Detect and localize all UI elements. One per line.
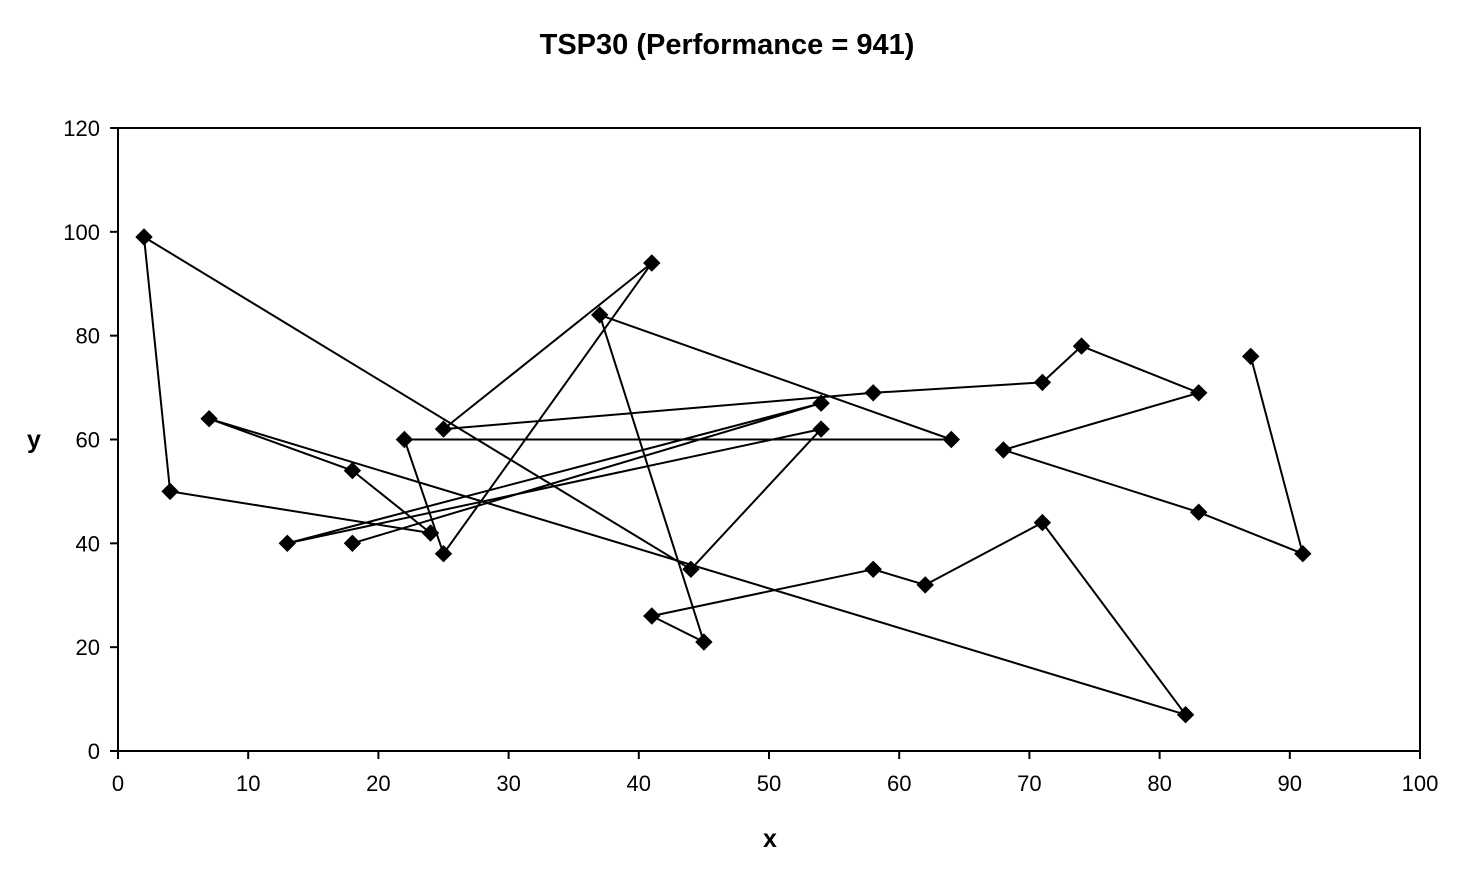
data-point-marker bbox=[643, 607, 661, 625]
x-tick-label: 90 bbox=[1278, 771, 1302, 796]
data-point-marker bbox=[343, 461, 362, 480]
x-tick-label: 40 bbox=[627, 771, 651, 796]
data-point-marker bbox=[421, 524, 440, 542]
y-tick-label: 100 bbox=[63, 220, 100, 245]
data-point-marker bbox=[434, 544, 453, 563]
tour-path-line bbox=[143, 236, 1304, 716]
data-point-marker bbox=[643, 254, 661, 272]
data-point-marker bbox=[682, 560, 700, 579]
x-tick-label: 100 bbox=[1402, 771, 1439, 796]
data-point-marker bbox=[1176, 705, 1195, 724]
data-point-marker bbox=[1241, 347, 1260, 366]
data-point-marker bbox=[590, 306, 609, 324]
x-axis: 0 10 20 30 40 50 60 70 80 90 100 bbox=[112, 751, 1438, 796]
y-axis: 0 20 40 60 80 100 120 bbox=[63, 116, 118, 764]
data-point-marker bbox=[695, 633, 713, 651]
y-tick-label: 20 bbox=[76, 635, 100, 660]
x-tick-label: 0 bbox=[112, 771, 124, 796]
y-tick-label: 40 bbox=[76, 531, 100, 556]
data-point-marker bbox=[942, 430, 961, 449]
data-point-marker bbox=[161, 482, 179, 501]
data-point-marker bbox=[1294, 544, 1312, 563]
x-tick-label: 20 bbox=[366, 771, 390, 796]
y-axis-label: y bbox=[27, 426, 41, 454]
x-tick-label: 60 bbox=[887, 771, 911, 796]
data-point-marker bbox=[812, 394, 830, 412]
data-point-marker bbox=[1072, 337, 1091, 355]
data-point-marker bbox=[864, 384, 882, 402]
data-point-marker bbox=[864, 560, 882, 579]
series-layer bbox=[135, 228, 1312, 724]
data-point-marker bbox=[916, 576, 934, 594]
data-point-marker bbox=[343, 534, 362, 553]
y-tick-label: 120 bbox=[63, 116, 100, 141]
x-tick-label: 10 bbox=[236, 771, 260, 796]
data-point-marker bbox=[1189, 384, 1208, 402]
data-point-marker bbox=[812, 420, 830, 438]
data-point-marker bbox=[135, 228, 153, 246]
data-point-marker bbox=[434, 420, 453, 438]
x-tick-label: 70 bbox=[1017, 771, 1041, 796]
x-axis-label: x bbox=[763, 825, 777, 853]
y-tick-label: 0 bbox=[88, 739, 100, 764]
data-point-marker bbox=[395, 430, 414, 449]
x-tick-label: 50 bbox=[757, 771, 781, 796]
chart-title: TSP30 (Performance = 941) bbox=[540, 29, 915, 61]
data-point-marker bbox=[1033, 513, 1052, 532]
y-tick-label: 80 bbox=[76, 324, 100, 349]
x-tick-label: 30 bbox=[496, 771, 520, 796]
x-tick-label: 80 bbox=[1147, 771, 1171, 796]
data-point-marker bbox=[1033, 373, 1052, 392]
y-tick-label: 60 bbox=[76, 428, 100, 453]
data-point-marker bbox=[1189, 503, 1208, 521]
data-point-marker bbox=[278, 534, 297, 553]
data-point-marker bbox=[994, 441, 1013, 459]
data-point-marker bbox=[200, 409, 218, 428]
